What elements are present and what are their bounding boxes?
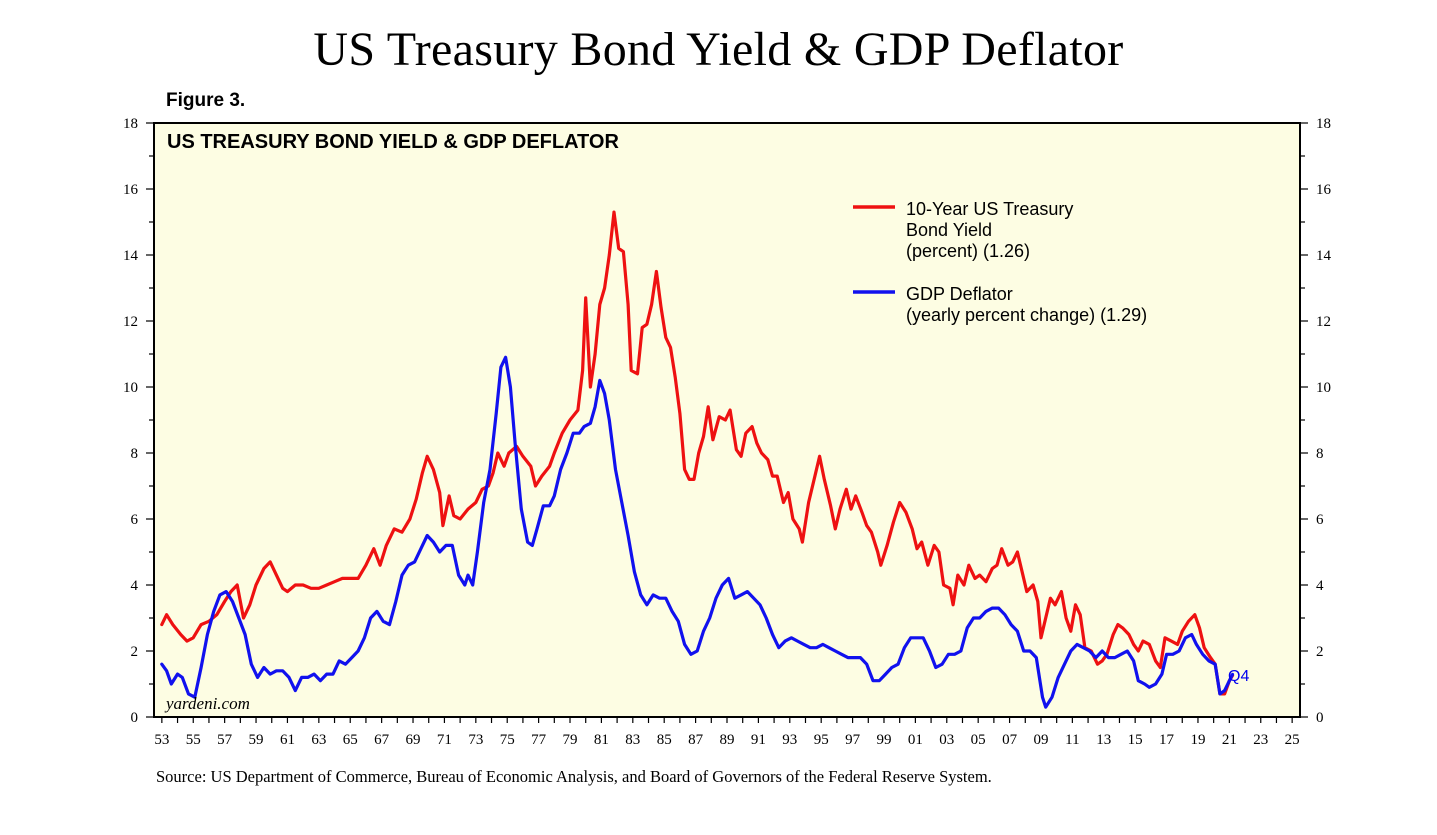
y-tick-label-left: 2	[131, 644, 139, 660]
x-tick-label: 69	[406, 732, 421, 748]
y-tick-label-right: 6	[1316, 512, 1324, 528]
x-tick-label: 83	[625, 732, 640, 748]
x-tick-label: 75	[500, 732, 515, 748]
x-tick-label: 65	[343, 732, 358, 748]
x-tick-label: 99	[876, 732, 891, 748]
y-tick-label-right: 12	[1316, 314, 1331, 330]
y-tick-label-left: 8	[131, 446, 139, 462]
legend-label-bond-yield-line1: 10-Year US Treasury	[906, 199, 1073, 219]
y-tick-label-left: 18	[123, 116, 138, 132]
y-tick-label-right: 8	[1316, 446, 1324, 462]
legend: 10-Year US Treasury Bond Yield (percent)…	[853, 199, 1147, 325]
figure-label: Figure 3.	[166, 90, 246, 111]
x-tick-label: 71	[437, 732, 452, 748]
x-tick-label: 67	[374, 732, 390, 748]
plot-frame	[153, 122, 1301, 718]
x-tick-label: 61	[280, 732, 295, 748]
x-tick-label: 11	[1065, 732, 1079, 748]
x-tick-label: 25	[1285, 732, 1300, 748]
series-line-gdp-deflator	[160, 355, 1235, 709]
x-tick-label: 89	[720, 732, 735, 748]
x-tick-label: 91	[751, 732, 766, 748]
x-tick-label: 21	[1222, 732, 1237, 748]
x-tick-label: 73	[468, 732, 483, 748]
x-tick-label: 23	[1253, 732, 1268, 748]
y-tick-label-right: 2	[1316, 644, 1324, 660]
x-tick-label: 17	[1159, 732, 1175, 748]
x-tick-label: 57	[217, 732, 233, 748]
x-tick-label: 87	[688, 732, 704, 748]
x-tick-label: 79	[563, 732, 578, 748]
x-tick-label: 97	[845, 732, 861, 748]
y-tick-label-left: 10	[123, 380, 138, 396]
series-line-bond-yield	[160, 210, 1235, 696]
legend-label-gdp-deflator-line2: (yearly percent change) (1.29)	[906, 305, 1147, 325]
y-tick-label-left: 0	[131, 710, 139, 726]
chart-inner-title: US TREASURY BOND YIELD & GDP DEFLATOR	[167, 131, 619, 153]
y-tick-label-left: 14	[123, 248, 139, 264]
y-tick-label-right: 4	[1316, 578, 1324, 594]
y-tick-label-left: 12	[123, 314, 138, 330]
legend-label-bond-yield-line3: (percent) (1.26)	[906, 241, 1030, 261]
legend-label-bond-yield-line2: Bond Yield	[906, 220, 992, 240]
x-tick-label: 01	[908, 732, 923, 748]
x-tick-label: 13	[1096, 732, 1111, 748]
x-tick-label: 15	[1128, 732, 1143, 748]
end-point-label: Q4	[1228, 668, 1249, 685]
x-tick-label: 77	[531, 732, 547, 748]
x-tick-label: 63	[311, 732, 326, 748]
y-tick-label-right: 16	[1316, 182, 1332, 198]
x-tick-label: 05	[971, 732, 986, 748]
x-tick-label: 55	[186, 732, 201, 748]
y-tick-label-left: 4	[131, 578, 139, 594]
x-tick-label: 03	[939, 732, 954, 748]
watermark: yardeni.com	[164, 694, 250, 713]
x-tick-label: 53	[154, 732, 169, 748]
x-tick-label: 09	[1033, 732, 1048, 748]
source-note: Source: US Department of Commerce, Burea…	[156, 767, 992, 786]
x-tick-label: 19	[1190, 732, 1205, 748]
y-tick-label-right: 0	[1316, 710, 1324, 726]
x-tick-label: 07	[1002, 732, 1018, 748]
x-tick-label: 95	[814, 732, 829, 748]
x-tick-label: 81	[594, 732, 609, 748]
x-tick-label: 59	[249, 732, 264, 748]
x-tick-label: 85	[657, 732, 672, 748]
series-layer	[160, 210, 1235, 709]
legend-label-gdp-deflator-line1: GDP Deflator	[906, 284, 1013, 304]
y-tick-label-left: 16	[123, 182, 139, 198]
x-tick-label: 93	[782, 732, 797, 748]
y-tick-label-right: 10	[1316, 380, 1331, 396]
y-tick-label-left: 6	[131, 512, 139, 528]
y-tick-label-right: 18	[1316, 116, 1331, 132]
page-title: US Treasury Bond Yield & GDP Deflator	[313, 23, 1124, 76]
y-tick-label-right: 14	[1316, 248, 1332, 264]
